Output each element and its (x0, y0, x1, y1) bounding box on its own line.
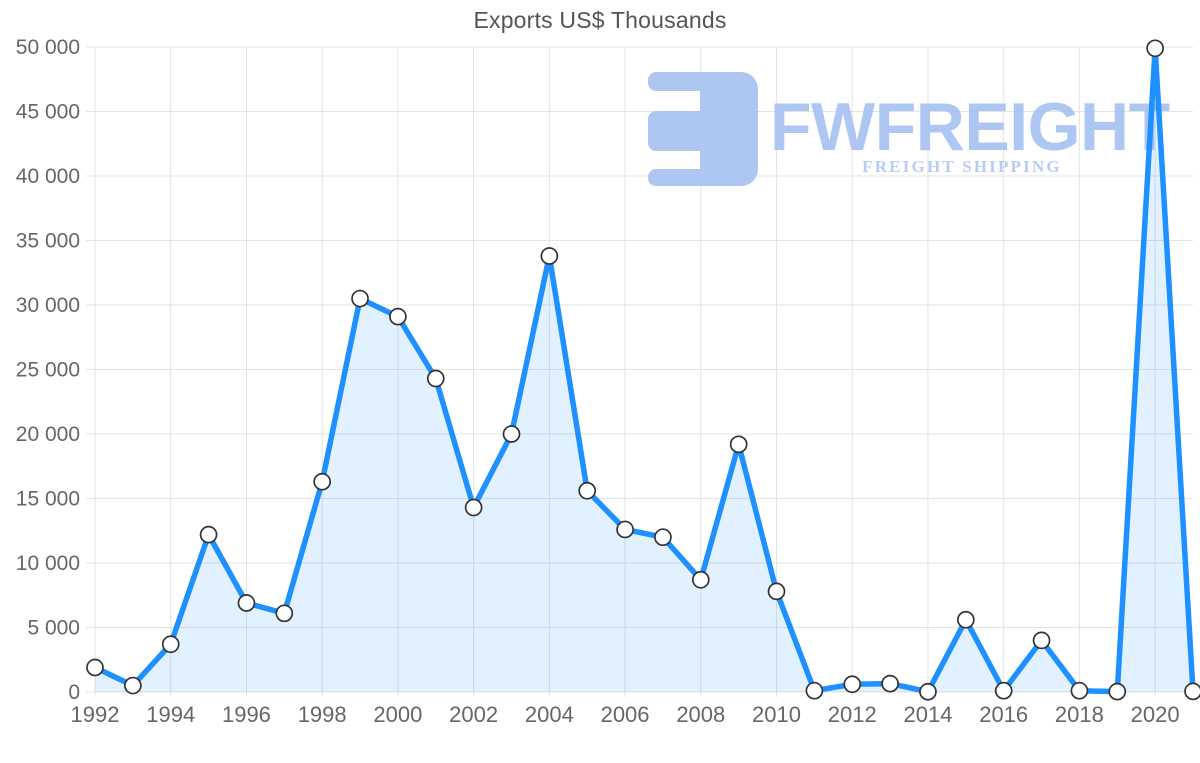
x-axis-tick-label: 2020 (1131, 702, 1180, 727)
data-point-2017[interactable] (1032, 631, 1051, 650)
data-point-2019[interactable] (1108, 682, 1127, 701)
data-point-2000[interactable] (389, 307, 407, 326)
y-axis-tick-label: 40 000 (16, 165, 80, 188)
x-axis-tick-label: 2012 (828, 702, 877, 727)
data-point-2010[interactable] (767, 582, 786, 601)
data-point-2021[interactable] (1184, 682, 1200, 701)
x-axis-tick-label: 1994 (146, 702, 195, 727)
data-point-2020[interactable] (1146, 39, 1164, 58)
y-axis-tick-label: 15 000 (16, 488, 80, 511)
watermark: FWFREIGHT FREIGHT SHIPPING (648, 72, 1170, 186)
x-axis-tick-label: 1996 (222, 702, 271, 727)
x-axis-tick-label: 2006 (601, 702, 650, 727)
fwfreight-logo-icon (648, 72, 758, 186)
x-axis-tick-label: 2004 (525, 702, 574, 727)
data-point-1993[interactable] (124, 676, 142, 695)
data-point-2004[interactable] (540, 247, 559, 265)
data-point-2014[interactable] (919, 682, 937, 701)
data-point-1994[interactable] (161, 635, 180, 654)
x-axis-tick-label: 2014 (903, 702, 952, 727)
data-point-1996[interactable] (237, 594, 256, 612)
data-point-2018[interactable] (1070, 681, 1089, 700)
data-point-2008[interactable] (691, 570, 710, 589)
y-axis-tick-label: 5 000 (27, 617, 80, 640)
data-point-2016[interactable] (994, 681, 1013, 700)
watermark-tagline-text: FREIGHT SHIPPING (862, 157, 1062, 176)
x-axis-tick-label: 2008 (676, 702, 725, 727)
y-axis-tick-label: 35 000 (16, 230, 80, 253)
data-point-1992[interactable] (86, 658, 104, 677)
x-axis-tick-label: 2018 (1055, 702, 1104, 727)
x-axis-tick-label: 2016 (979, 702, 1028, 727)
watermark-brand-text: FWFREIGHT (770, 89, 1170, 165)
axis-labels: 0 5 000 10 000 15 000 20 000 25 000 30 000 35 0… (16, 36, 1180, 727)
data-point-2015[interactable] (956, 610, 975, 629)
data-point-2007[interactable] (654, 528, 672, 547)
x-axis-tick-label: 2000 (373, 702, 422, 727)
chart-title: Exports US$ Thousands (473, 7, 727, 33)
y-axis-tick-label: 45 000 (16, 101, 80, 124)
y-axis-tick-label: 10 000 (16, 552, 80, 575)
y-axis-tick-label: 20 000 (16, 423, 80, 446)
grid-layer (86, 46, 1193, 697)
x-axis-tick-label: 2010 (752, 702, 801, 727)
x-axis-tick-label: 1998 (298, 702, 347, 727)
data-point-2006[interactable] (616, 520, 634, 539)
data-point-2012[interactable] (843, 675, 862, 694)
data-point-2003[interactable] (502, 425, 521, 443)
data-point-2013[interactable] (881, 674, 899, 693)
data-point-2011[interactable] (805, 681, 824, 700)
y-axis-tick-label: 25 000 (16, 359, 80, 382)
data-point-1997[interactable] (275, 604, 294, 623)
data-point-2002[interactable] (464, 498, 483, 517)
y-axis-tick-label: 50 000 (16, 36, 80, 59)
x-axis-tick-label: 1992 (71, 702, 120, 727)
data-point-1999[interactable] (351, 289, 369, 308)
series-area-fill (95, 48, 1193, 693)
y-axis-tick-label: 0 (68, 681, 80, 704)
data-point-2009[interactable] (729, 435, 748, 454)
y-axis-tick-label: 30 000 (16, 294, 80, 317)
data-point-2005[interactable] (578, 481, 597, 500)
series-layer (86, 39, 1200, 701)
data-point-1998[interactable] (313, 472, 332, 491)
data-point-1995[interactable] (199, 525, 218, 544)
data-point-2001[interactable] (426, 369, 445, 388)
x-axis-tick-label: 2002 (449, 702, 498, 727)
